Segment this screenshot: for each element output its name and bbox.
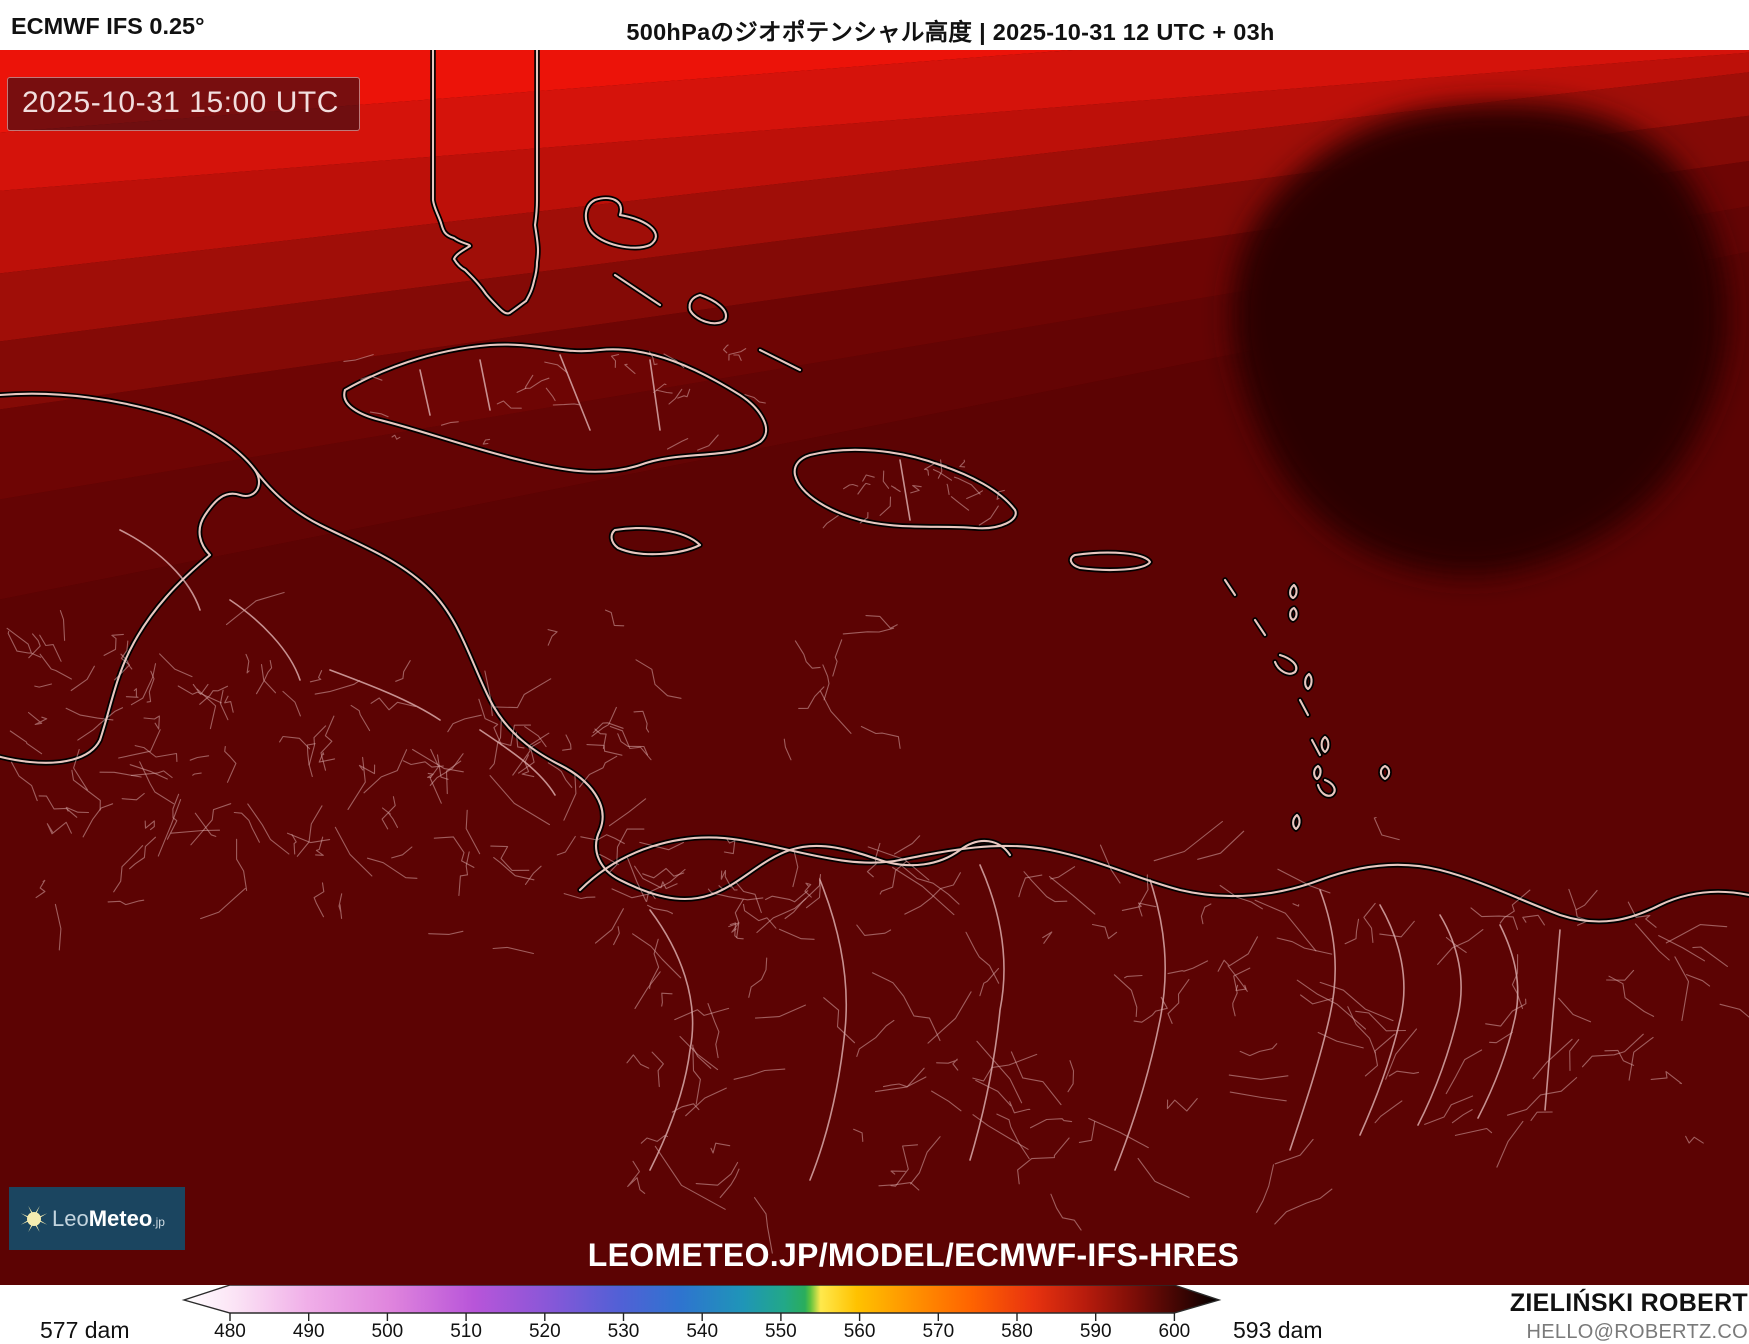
- svg-text:550: 550: [765, 1321, 797, 1338]
- svg-text:490: 490: [293, 1321, 325, 1338]
- svg-text:520: 520: [529, 1321, 561, 1338]
- svg-text:510: 510: [450, 1321, 482, 1338]
- svg-text:600: 600: [1159, 1321, 1191, 1338]
- svg-text:480: 480: [214, 1321, 246, 1338]
- svg-text:540: 540: [686, 1321, 718, 1338]
- svg-text:530: 530: [608, 1321, 640, 1338]
- svg-text:560: 560: [844, 1321, 876, 1338]
- svg-text:580: 580: [1001, 1321, 1033, 1338]
- svg-text:590: 590: [1080, 1321, 1112, 1338]
- svg-text:570: 570: [922, 1321, 954, 1338]
- svg-text:500: 500: [372, 1321, 404, 1338]
